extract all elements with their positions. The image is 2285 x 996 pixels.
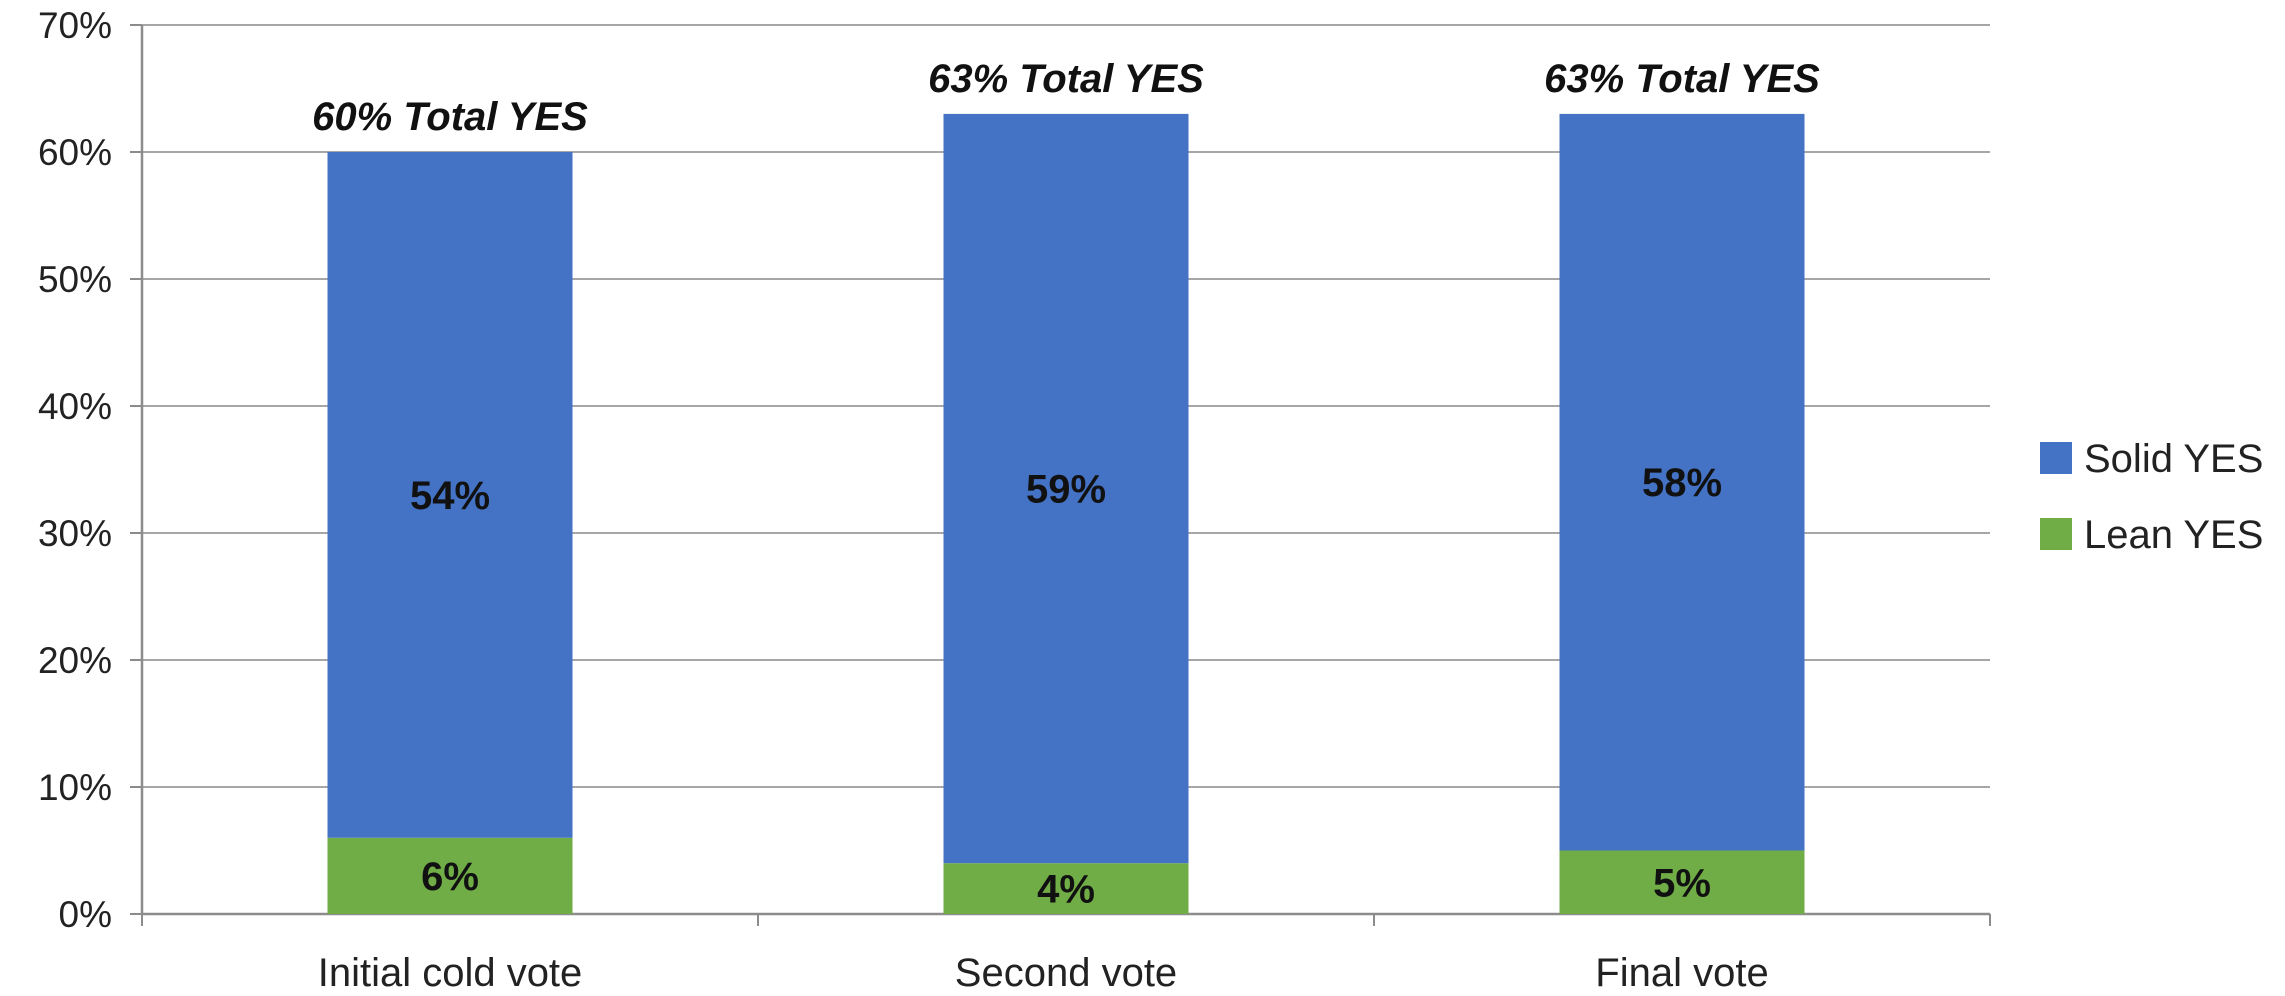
y-tick-label: 20% — [38, 640, 112, 681]
bar-solid-yes — [1559, 113, 1805, 851]
y-tick-label: 50% — [38, 259, 112, 300]
bar-solid-yes — [943, 113, 1189, 864]
y-tick-label: 0% — [59, 894, 112, 935]
data-label: 6% — [421, 855, 479, 899]
legend-label: Solid YES — [2084, 437, 2263, 481]
bar-lean-yes — [327, 837, 573, 914]
bar-lean-yes — [943, 863, 1189, 914]
total-label: 63% Total YES — [928, 57, 1204, 101]
data-label: 59% — [1026, 468, 1106, 512]
data-label: 58% — [1642, 461, 1722, 505]
y-tick-label: 30% — [38, 513, 112, 554]
bar-lean-yes — [1559, 850, 1805, 914]
legend-swatch — [2040, 442, 2072, 474]
x-tick-label: Initial cold vote — [318, 951, 583, 991]
y-tick-label: 40% — [38, 386, 112, 427]
data-label: 4% — [1037, 868, 1095, 912]
y-tick-label: 60% — [38, 132, 112, 173]
legend-swatch — [2040, 518, 2072, 550]
x-tick-label: Final vote — [1595, 951, 1768, 991]
bar-solid-yes — [327, 152, 573, 838]
total-label: 63% Total YES — [1544, 57, 1820, 101]
data-label: 54% — [410, 474, 490, 518]
y-tick-label: 10% — [38, 767, 112, 808]
x-tick-label: Second vote — [955, 951, 1177, 991]
data-label: 5% — [1653, 861, 1711, 905]
total-label: 60% Total YES — [312, 95, 588, 139]
legend-label: Lean YES — [2084, 513, 2263, 557]
y-tick-label: 70% — [38, 5, 112, 46]
